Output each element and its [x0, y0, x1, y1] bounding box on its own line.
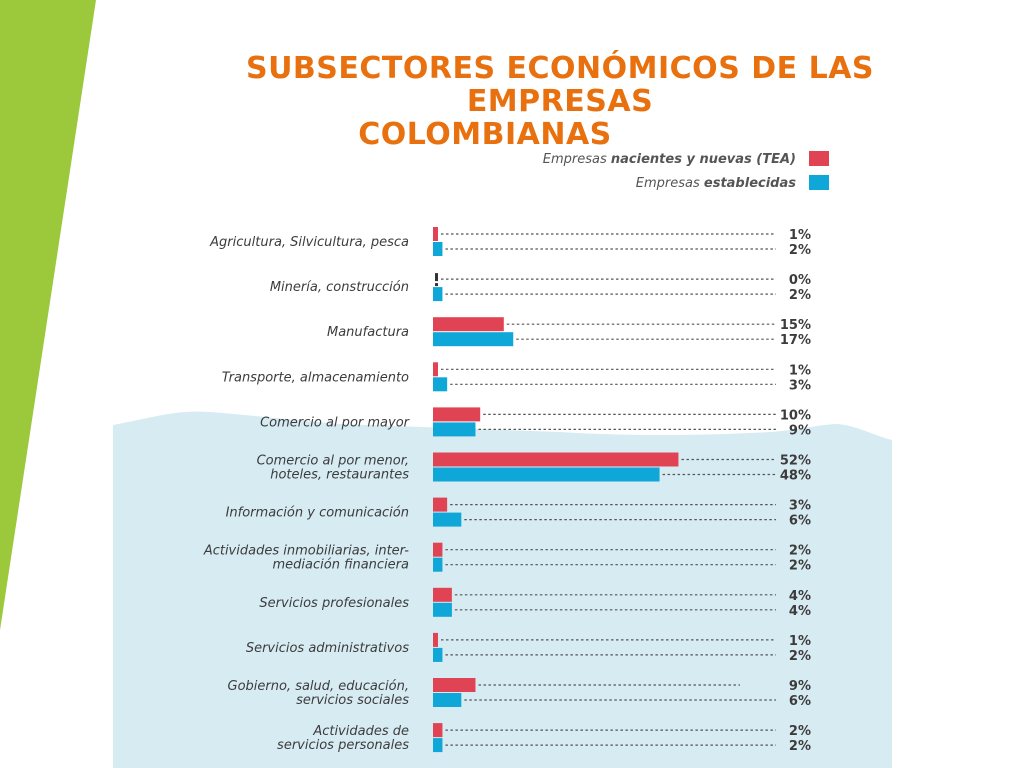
value-label: 10% [780, 408, 811, 423]
category-label: Agricultura, Silvicultura, pesca [209, 235, 409, 250]
bar-establecidas [433, 287, 443, 302]
category-label: Actividades de servicios personales [277, 724, 409, 753]
value-label: 6% [789, 694, 811, 709]
value-label: 9% [789, 679, 811, 694]
bar-establecidas [433, 377, 448, 392]
bar-nacientes [433, 317, 504, 332]
value-label: 2% [789, 724, 811, 739]
value-label: 2% [789, 739, 811, 754]
category-label: Actividades inmobiliarias, inter-mediaci… [203, 544, 409, 573]
legend-swatch-0 [809, 151, 829, 166]
value-label: 3% [789, 499, 811, 514]
value-label: 17% [780, 333, 811, 348]
value-label: 3% [789, 378, 811, 393]
legend-label-0: Empresas nacientes y nuevas (TEA) [543, 152, 796, 167]
value-label: 4% [789, 589, 811, 604]
legend-swatch-1 [809, 175, 829, 190]
bar-establecidas [433, 242, 443, 256]
bar-nacientes [433, 632, 438, 647]
value-label: 1% [789, 634, 811, 649]
zero-marker-dot [435, 283, 438, 287]
bar-nacientes [433, 497, 448, 512]
value-label: 2% [789, 559, 811, 574]
category-label: Servicios profesionales [259, 596, 409, 611]
value-label: 1% [789, 228, 811, 243]
bar-establecidas [433, 512, 462, 527]
category-label: Minería, construcción [270, 280, 409, 295]
value-label: 15% [780, 318, 811, 333]
value-label: 2% [789, 649, 811, 664]
category-label: Gobierno, salud, educación, servicios soc… [228, 679, 410, 708]
bar-establecidas [433, 422, 476, 437]
value-label: 0% [789, 273, 811, 288]
bar-nacientes [433, 452, 679, 467]
category-label: Información y comunicación [226, 506, 409, 521]
category-label: Comercio al por menor, hoteles, restauran… [257, 454, 410, 483]
value-label: 48% [780, 469, 811, 484]
bar-establecidas [433, 467, 660, 482]
bar-nacientes [433, 542, 443, 557]
value-label: 52% [780, 454, 811, 469]
category-label: Transporte, almacenamiento [222, 370, 409, 385]
legend-label-1: Empresas establecidas [636, 176, 796, 191]
value-label: 2% [789, 288, 811, 303]
category-label: Servicios administrativos [246, 641, 409, 656]
bar-nacientes [433, 407, 481, 422]
value-label: 9% [789, 423, 811, 438]
value-label: 4% [789, 604, 811, 619]
value-label: 1% [789, 363, 811, 378]
bar-establecidas [433, 738, 443, 753]
value-label: 6% [789, 514, 811, 529]
category-label: Manufactura [327, 325, 409, 340]
value-label: 2% [789, 544, 811, 559]
bar-nacientes [433, 227, 438, 241]
bar-establecidas [433, 332, 514, 347]
title-line-1: SUBSECTORES ECONÓMICOS DE LAS EMPRESAS [245, 51, 875, 119]
bar-nacientes [433, 587, 452, 602]
bar-establecidas [433, 693, 462, 707]
page-title: SUBSECTORES ECONÓMICOS DE LAS EMPRESAS C… [160, 52, 960, 151]
title-line-2: COLOMBIANAS [358, 117, 612, 152]
zero-marker [435, 273, 438, 282]
category-label: Comercio al por mayor [260, 415, 411, 430]
bar-nacientes [433, 678, 476, 692]
bar-establecidas [433, 602, 452, 617]
bar-establecidas [433, 647, 443, 662]
bar-nacientes [433, 723, 443, 738]
value-label: 2% [789, 243, 811, 258]
bar-establecidas [433, 557, 443, 572]
bar-nacientes [433, 362, 438, 377]
